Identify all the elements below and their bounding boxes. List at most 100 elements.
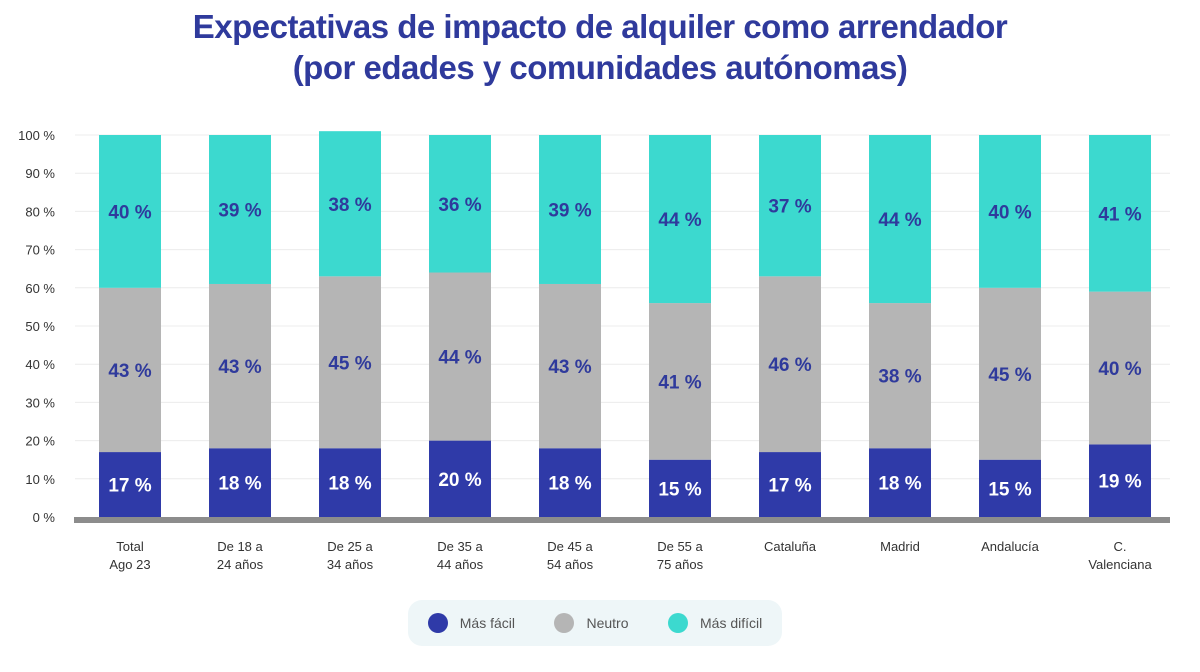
legend-swatch [554,613,575,633]
x-tick-label: De 18 a [217,539,263,554]
x-tick-label: Andalucía [981,539,1040,554]
bar-segment [869,448,931,517]
x-tick-label: 24 años [217,557,264,572]
y-tick-label: 30 % [25,395,55,410]
legend: Más fácil Neutro Más difícil [408,600,782,646]
data-label: 18 % [548,474,591,495]
x-tick-label: De 25 a [327,539,373,554]
bar-segment [319,448,381,517]
y-tick-label: 40 % [25,357,55,372]
x-tick-label: Total [116,539,144,554]
data-label: 43 % [218,357,261,378]
bar-segment [759,276,821,453]
y-tick-label: 50 % [25,319,55,334]
data-label: 38 % [878,367,921,388]
data-label: 17 % [108,476,151,497]
chart-title: Expectativas de impacto de alquiler como… [0,6,1200,88]
data-label: 44 % [658,210,701,231]
x-tick-label: De 35 a [437,539,483,554]
x-tick-label: 44 años [437,557,484,572]
bar-segment [1089,291,1151,445]
data-label: 40 % [108,202,151,223]
data-label: 39 % [218,200,261,221]
data-label: 41 % [658,372,701,393]
legend-swatch [668,613,689,633]
data-label: 41 % [1098,204,1141,225]
y-tick-label: 20 % [25,434,55,449]
data-label: 17 % [768,476,811,497]
bar-segment [649,303,711,460]
bar-segment [649,459,711,517]
stacked-bar-chart: 0 % 10 % 20 % 30 % 40 % 50 % 60 % 70 % 80 % 90 % 1… [18,128,1170,572]
legend-item-mas-facil: Más fácil [427,613,515,633]
legend-label: Más difícil [700,615,763,631]
data-label: 37 % [768,197,811,218]
bar-segment [209,283,271,449]
x-tick-label: Valenciana [1088,557,1152,572]
chart-title-line-2: (por edades y comunidades autónomas) [292,49,908,86]
y-tick-label: 0 % [33,510,56,525]
data-label: 36 % [438,195,481,216]
bar-segment [649,135,711,304]
bar-segment [979,135,1041,288]
bar-segment [319,131,381,277]
bar-segment [539,283,601,449]
x-tick-label: C. [1114,539,1127,554]
bar-segment [1089,135,1151,292]
bar-segment [759,135,821,277]
bar-segment [99,135,161,288]
data-label: 20 % [438,470,481,491]
bar-segment [979,287,1041,460]
bar-segment [869,303,931,449]
bar-segment [539,448,601,517]
data-label: 45 % [328,353,371,374]
bar-segment [869,135,931,304]
y-tick-label: 70 % [25,243,55,258]
legend-label: Más fácil [459,615,515,631]
data-label: 18 % [328,474,371,495]
bar-segment [209,448,271,517]
bar-segment [979,459,1041,517]
bar-segment [1089,444,1151,517]
data-label: 45 % [988,365,1031,386]
data-label: 43 % [108,361,151,382]
bar-segment [759,452,821,517]
data-label: 43 % [548,357,591,378]
data-label: 46 % [768,355,811,376]
y-tick-label: 60 % [25,281,55,296]
data-label: 15 % [658,479,701,500]
bar-segment [319,276,381,449]
bar-segment [429,440,491,517]
legend-label: Neutro [586,615,629,631]
data-label: 40 % [1098,359,1141,380]
x-tick-label: 75 años [657,557,704,572]
bar-segment [209,135,271,284]
x-tick-label: Cataluña [764,539,817,554]
data-label: 19 % [1098,472,1141,493]
data-label: 44 % [438,348,481,369]
data-label: 44 % [878,210,921,231]
data-label: 15 % [988,479,1031,500]
x-tick-label: 34 años [327,557,374,572]
legend-item-mas-dificil: Más difícil [668,613,762,633]
y-tick-label: 10 % [25,472,55,487]
x-tick-label: 54 años [547,557,594,572]
bar-segment [429,272,491,441]
data-label: 38 % [328,195,371,216]
data-label: 39 % [548,200,591,221]
x-tick-label: De 45 a [547,539,593,554]
data-label: 40 % [988,202,1031,223]
x-tick-label: Ago 23 [109,557,150,572]
y-tick-label: 100 % [18,128,55,143]
y-tick-label: 90 % [25,166,55,181]
bar-segment [99,452,161,517]
legend-swatch [427,613,448,633]
bar-segment [539,135,601,284]
bar-segment [429,135,491,273]
y-tick-label: 80 % [25,204,55,219]
x-tick-label: De 55 a [657,539,703,554]
data-label: 18 % [218,474,261,495]
bar-segment [99,287,161,453]
x-tick-label: Madrid [880,539,920,554]
data-label: 18 % [878,474,921,495]
